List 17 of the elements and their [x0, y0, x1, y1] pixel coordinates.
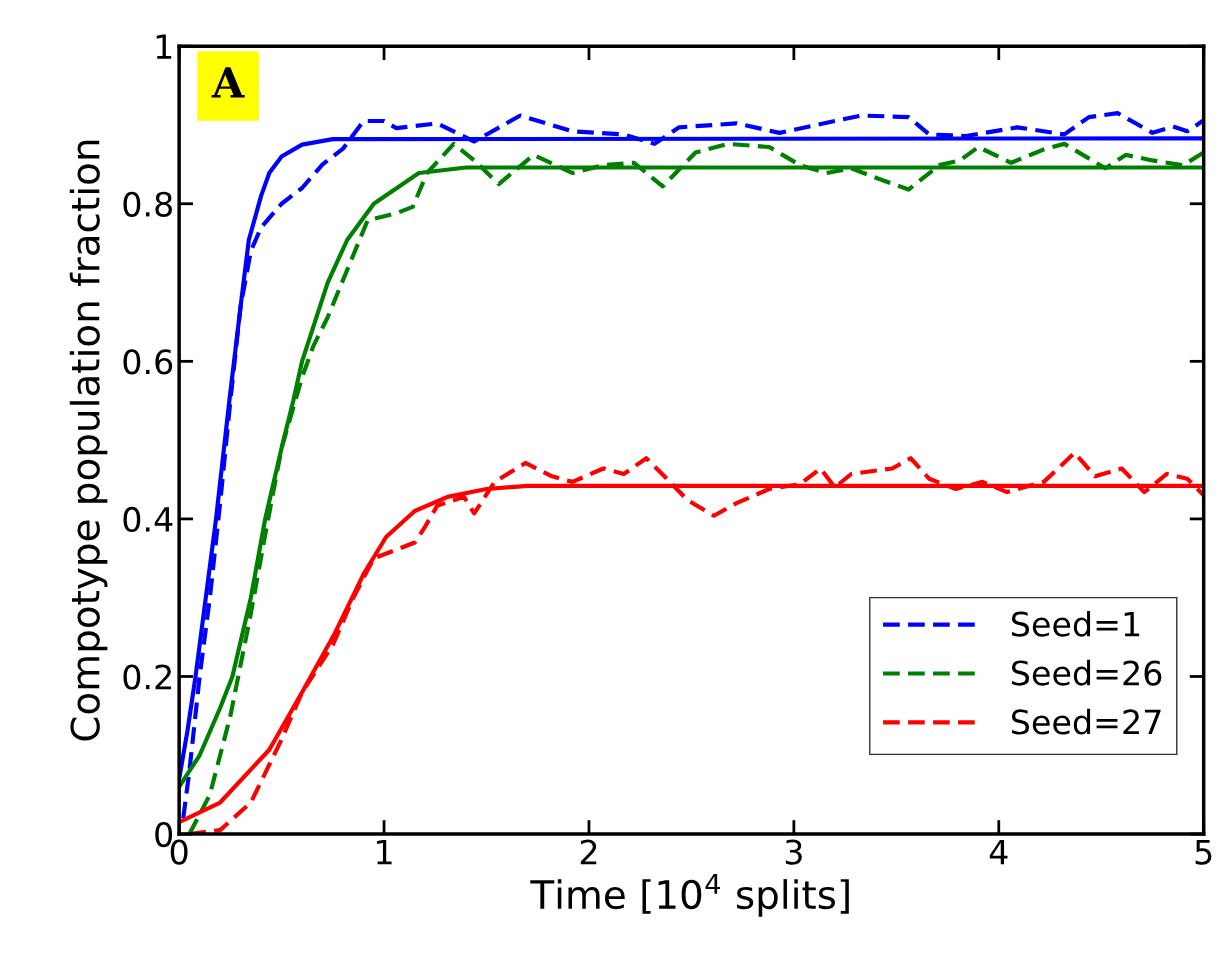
y-tick-label: 1 — [156, 34, 172, 59]
x-axis-title: Time [10$^{4}$ splits] — [530, 873, 849, 917]
legend-label: Seed=1 — [1011, 610, 1140, 637]
annotation: A — [211, 67, 245, 98]
y-tick-label: 0.6 — [123, 349, 173, 375]
x-tick-label: 5 — [1195, 839, 1212, 865]
x-tick-label: 4 — [989, 839, 1008, 865]
y-tick-label: 0.8 — [123, 191, 172, 217]
legend-label: Seed=27 — [1011, 708, 1161, 735]
y-axis-title: Compotype population fraction — [69, 140, 108, 741]
legend-label: Seed=26 — [1011, 659, 1162, 686]
x-tick-label: 3 — [785, 839, 802, 865]
y-tick-label: 0.4 — [123, 506, 173, 533]
y-tick-label: 0.2 — [123, 664, 171, 690]
x-tick-label: 2 — [580, 839, 597, 865]
x-tick-label: 1 — [377, 839, 392, 865]
y-tick-label: 0 — [155, 821, 173, 848]
